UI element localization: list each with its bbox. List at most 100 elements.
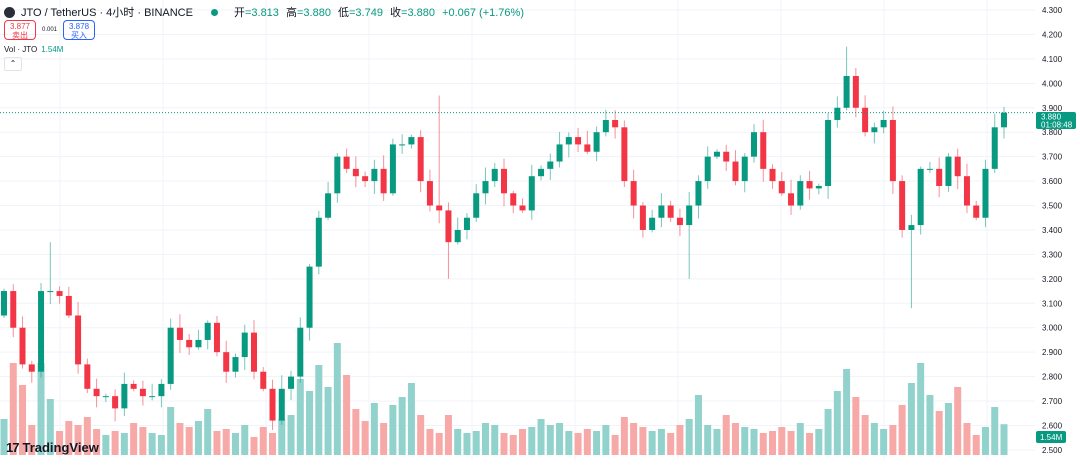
volume-bar [102, 435, 110, 455]
volume-bar [481, 423, 489, 455]
volume-bar [176, 423, 184, 455]
volume-bar [56, 431, 64, 455]
candle-body [491, 168, 498, 182]
candle-body [658, 205, 665, 218]
candle-body [760, 132, 767, 169]
volume-bar [500, 433, 508, 455]
y-tick-label: 2.500 [1042, 446, 1063, 455]
candle-body [926, 168, 933, 170]
volume-bar [333, 343, 341, 455]
volume-bar [944, 403, 952, 455]
volume-bar [954, 387, 962, 455]
volume-bar [241, 425, 249, 455]
volume-bar [380, 423, 388, 455]
volume-bar [74, 425, 82, 455]
candle-body [362, 176, 369, 182]
volume-bar [324, 387, 332, 455]
candle-body [963, 176, 970, 206]
volume-bar [731, 423, 739, 455]
volume-bar [648, 431, 656, 455]
tradingview-logo[interactable]: 17 TradingView [6, 440, 99, 455]
y-tick-label: 3.200 [1042, 275, 1063, 284]
volume-bar [704, 425, 712, 455]
volume-value-label [1036, 431, 1066, 443]
chevron-up-icon[interactable]: ⌃ [4, 57, 22, 71]
volume-value-text: 1.54M [1040, 433, 1063, 442]
volume-bar [278, 419, 286, 455]
sell-button[interactable]: 3.877 卖出 [4, 20, 36, 40]
volume-bar [120, 433, 128, 455]
candle-body [501, 168, 507, 194]
candle-body [65, 295, 72, 316]
volume-bar [222, 429, 230, 455]
candle-body [186, 339, 193, 348]
volume-bar [93, 429, 101, 455]
volume-bar [417, 415, 425, 455]
volume-bar [83, 417, 91, 455]
candle-body [602, 119, 609, 133]
volume-bar [1000, 424, 1008, 455]
candle-body [815, 185, 822, 189]
candle-body [352, 168, 359, 177]
volume-bar [306, 391, 314, 455]
candle-body [10, 291, 17, 328]
candle-body [139, 388, 146, 397]
candle-body [195, 339, 202, 348]
candle-body [908, 225, 915, 230]
candle-body [575, 137, 582, 145]
symbol-title[interactable]: JTO / TetherUS · 4小时 · BINANCE [21, 7, 193, 19]
volume-bar [833, 391, 841, 455]
volume-bar [889, 425, 897, 455]
volume-bar [611, 435, 619, 455]
candle-body [1, 291, 7, 316]
volume-bar [509, 435, 517, 455]
volume-bar [250, 437, 258, 455]
candle-body [149, 396, 156, 398]
volume-bar [935, 411, 943, 455]
candle-body [519, 205, 526, 211]
candle-body [167, 327, 174, 384]
volume-bar [454, 429, 462, 455]
volume-bar [796, 423, 804, 455]
candle-body [38, 291, 45, 372]
candle-body [871, 127, 878, 133]
volume-bar [537, 419, 545, 455]
candle-body [538, 168, 545, 177]
candle-body [75, 315, 82, 365]
y-tick-label: 3.800 [1042, 128, 1063, 137]
candle-body [325, 193, 332, 218]
buy-button[interactable]: 3.878 买入 [63, 20, 96, 40]
volume-bar [694, 395, 702, 455]
candle-body [704, 156, 711, 182]
volume-bar [194, 421, 202, 455]
ohlc-values: 开=3.813 高=3.880 低=3.749 收=3.880 +0.067 (… [233, 7, 524, 19]
volume-bar [759, 433, 767, 455]
volume-bar [435, 433, 443, 455]
y-tick-label: 2.600 [1042, 421, 1063, 430]
volume-bar [287, 415, 295, 455]
volume-bar [0, 419, 8, 455]
volume-bar [269, 433, 277, 455]
volume-bar [204, 409, 212, 455]
y-tick-label: 3.400 [1042, 226, 1063, 235]
candle-body [676, 217, 683, 226]
candle-body [778, 181, 785, 194]
volume-bar [361, 421, 369, 455]
candle-body [686, 205, 693, 226]
candle-body [713, 151, 720, 157]
volume-bar [981, 427, 989, 455]
y-tick-label: 2.900 [1042, 348, 1063, 357]
volume-bar [963, 423, 971, 455]
candle-body [1001, 112, 1007, 128]
candle-body [371, 168, 378, 182]
candle-body [751, 132, 757, 157]
volume-bar [639, 427, 647, 455]
candle-body [436, 205, 443, 211]
candle-body [130, 383, 137, 389]
volume-bar [65, 421, 73, 455]
candle-body [806, 181, 813, 189]
candle-body [982, 168, 989, 218]
current-price-text: 3.880 [1041, 113, 1062, 122]
volume-bar [19, 385, 27, 455]
